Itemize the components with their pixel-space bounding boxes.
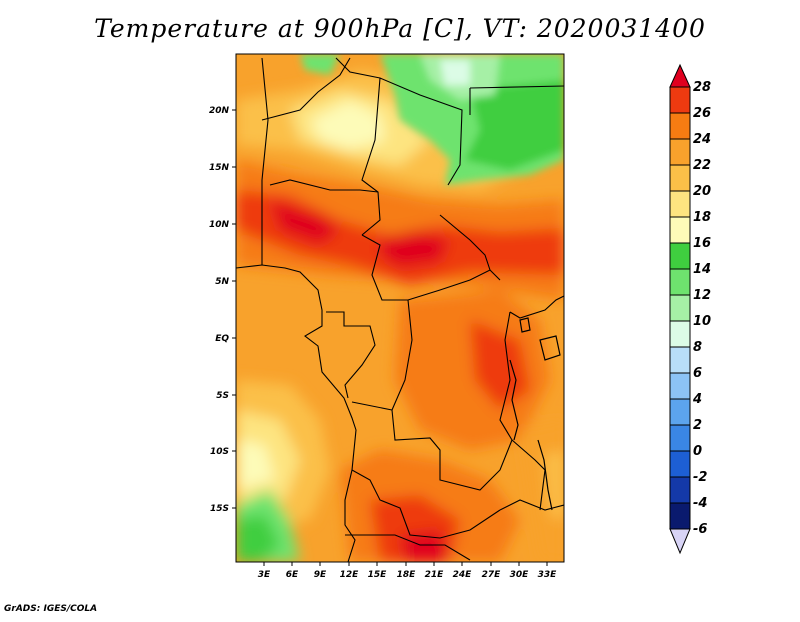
colorbar-segment [669,216,691,244]
lon-labels: 3E 6E 9E 12E 15E 18E 21E 24E 27E 30E 33E [258,570,557,580]
colorbar-label: 24 [693,132,711,147]
lon-label: 6E [286,570,299,580]
colorbar-labels: 28 26 24 22 20 18 16 14 12 10 8 6 4 2 0 … [692,80,711,537]
lon-label: 3E [258,570,271,580]
map-title: Temperature at 900hPa [C], VT: 202003140… [94,14,706,43]
colorbar-bottom-arrow [669,528,691,555]
lon-label: 18E [397,570,417,580]
temperature-field [236,54,564,562]
colorbar-label: 16 [693,236,711,251]
colorbar-segment [669,424,691,452]
colorbar [669,63,691,555]
colorbar-label: 28 [693,80,711,95]
lon-label: 24E [453,570,473,580]
grads-credit: GrADS: IGES/COLA [4,604,98,614]
colorbar-label: 8 [693,340,702,355]
colorbar-segment [669,138,691,166]
colorbar-label: 20 [693,184,711,199]
lon-label: 30E [510,570,530,580]
lat-labels: 20N 15N 10N 5N EQ 5S 10S 15S [209,106,230,514]
lakes [509,317,561,511]
colorbar-label: 12 [693,288,711,303]
colorbar-label: 22 [693,158,711,173]
colorbar-segment [669,398,691,426]
lon-label: 15E [368,570,388,580]
lat-label: 10S [210,447,229,457]
lat-ticks [232,109,236,509]
lat-label: EQ [215,334,229,344]
colorbar-top-arrow [669,63,691,88]
lat-label: 15N [209,163,230,173]
lon-label: 33E [538,570,558,580]
lat-label: 5N [215,277,229,287]
lat-label: 15S [210,504,229,514]
colorbar-segment [669,164,691,192]
colorbar-segment [669,450,691,478]
country-borders [236,57,564,562]
colorbar-segment [669,346,691,374]
lon-label: 12E [340,570,360,580]
colorbar-segment [669,294,691,322]
colorbar-label: -6 [693,522,707,537]
colorbar-segment [669,476,691,504]
lat-label: 10N [209,220,230,230]
colorbar-segment [669,190,691,218]
colorbar-label: 2 [693,418,702,433]
colorbar-label: 4 [692,392,702,407]
map-frame [235,53,565,563]
colorbar-segment [669,372,691,400]
lon-label: 9E [314,570,327,580]
lon-ticks [263,562,548,566]
colorbar-label: 10 [693,314,711,329]
colorbar-label: 0 [693,444,702,459]
colorbar-label: -2 [693,470,707,485]
colorbar-label: -4 [693,496,707,511]
colorbar-label: 14 [693,262,711,277]
lon-label: 21E [425,570,445,580]
colorbar-segment [669,242,691,270]
colorbar-segment [669,502,691,530]
colorbar-label: 26 [693,106,711,121]
colorbar-label: 18 [693,210,711,225]
colorbar-segment [669,268,691,296]
colorbar-segment [669,320,691,348]
colorbar-segment [669,86,691,114]
colorbar-label: 6 [693,366,702,381]
lat-label: 5S [216,391,229,401]
lon-label: 27E [482,570,502,580]
lat-label: 20N [209,106,230,116]
colorbar-segment [669,112,691,140]
